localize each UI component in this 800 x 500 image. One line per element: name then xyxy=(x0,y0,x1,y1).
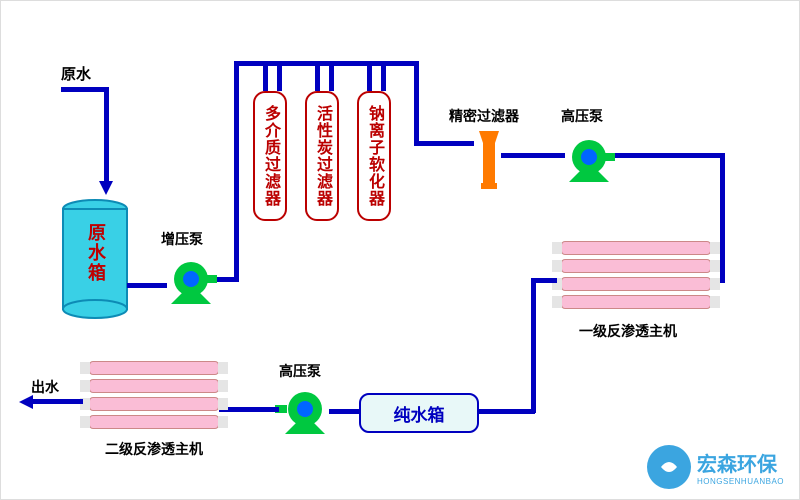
outlet-label: 出水 xyxy=(31,377,59,397)
ro2-bar xyxy=(89,415,219,429)
pure-tank-label: 纯水箱 xyxy=(394,401,445,426)
carbon-filter: 活性炭过滤器 xyxy=(305,91,339,221)
pipe-f1-out xyxy=(277,61,282,91)
raw-tank-label: 原水箱 xyxy=(83,223,109,283)
pipe-hp2-ro2 xyxy=(219,407,279,412)
hp-pump2 xyxy=(275,379,335,444)
multi-media-label: 多介质过滤器 xyxy=(258,105,282,207)
pipe-f2-in xyxy=(315,61,320,91)
pipe-f2-out xyxy=(329,61,334,91)
logo-brand: 宏森环保 xyxy=(697,448,784,477)
ro1-bar xyxy=(561,241,711,255)
pipe-hp1-h xyxy=(615,153,725,158)
hp-pump1-label: 高压泵 xyxy=(561,106,603,126)
pipe-manifold-top xyxy=(234,61,419,66)
pipe-ro1-pure xyxy=(477,409,535,414)
ro2-label: 二级反渗透主机 xyxy=(105,439,203,459)
pipe-f1-in xyxy=(263,61,268,91)
logo-icon xyxy=(647,445,691,489)
inlet-arrow xyxy=(99,181,113,195)
raw-water-label: 原水 xyxy=(61,63,91,84)
pipe-inlet-v xyxy=(104,87,109,187)
pipe-inlet-h xyxy=(61,87,109,92)
ro-stage-1 xyxy=(561,241,711,313)
ro1-bar xyxy=(561,277,711,291)
ro1-bar xyxy=(561,295,711,309)
pipe-precision-hp1 xyxy=(501,153,565,158)
ro2-bar xyxy=(89,379,219,393)
ro1-bar xyxy=(561,259,711,273)
ro1-label: 一级反渗透主机 xyxy=(579,321,677,341)
pipe-outlet xyxy=(31,399,83,404)
pipe-hp1-v xyxy=(720,153,725,283)
booster-pump xyxy=(161,249,221,314)
softener-label: 钠离子软化器 xyxy=(362,105,386,207)
precision-label: 精密过滤器 xyxy=(449,106,519,126)
ro2-bar xyxy=(89,397,219,411)
pipe-to-precision xyxy=(414,141,474,146)
ro-stage-2 xyxy=(89,361,219,433)
pipe-filters-precision xyxy=(414,61,419,145)
outlet-arrow xyxy=(19,395,33,409)
brand-logo: 宏森环保 HONGSENHUANBAO xyxy=(647,445,784,489)
pure-water-tank: 纯水箱 xyxy=(359,393,479,433)
multi-media-filter: 多介质过滤器 xyxy=(253,91,287,221)
hp-pump1 xyxy=(559,127,619,192)
carbon-label: 活性炭过滤器 xyxy=(310,105,334,207)
precision-filter xyxy=(475,127,503,196)
pipe-f3-in xyxy=(367,61,372,91)
ro2-bar xyxy=(89,361,219,375)
pipe-bp-v xyxy=(234,61,239,282)
softener-filter: 钠离子软化器 xyxy=(357,91,391,221)
logo-pinyin: HONGSENHUANBAO xyxy=(697,477,784,486)
hp-pump2-label: 高压泵 xyxy=(279,361,321,381)
booster-pump-label: 增压泵 xyxy=(161,229,203,249)
pipe-ro1-v xyxy=(531,278,536,413)
pipe-f3-out xyxy=(381,61,386,91)
